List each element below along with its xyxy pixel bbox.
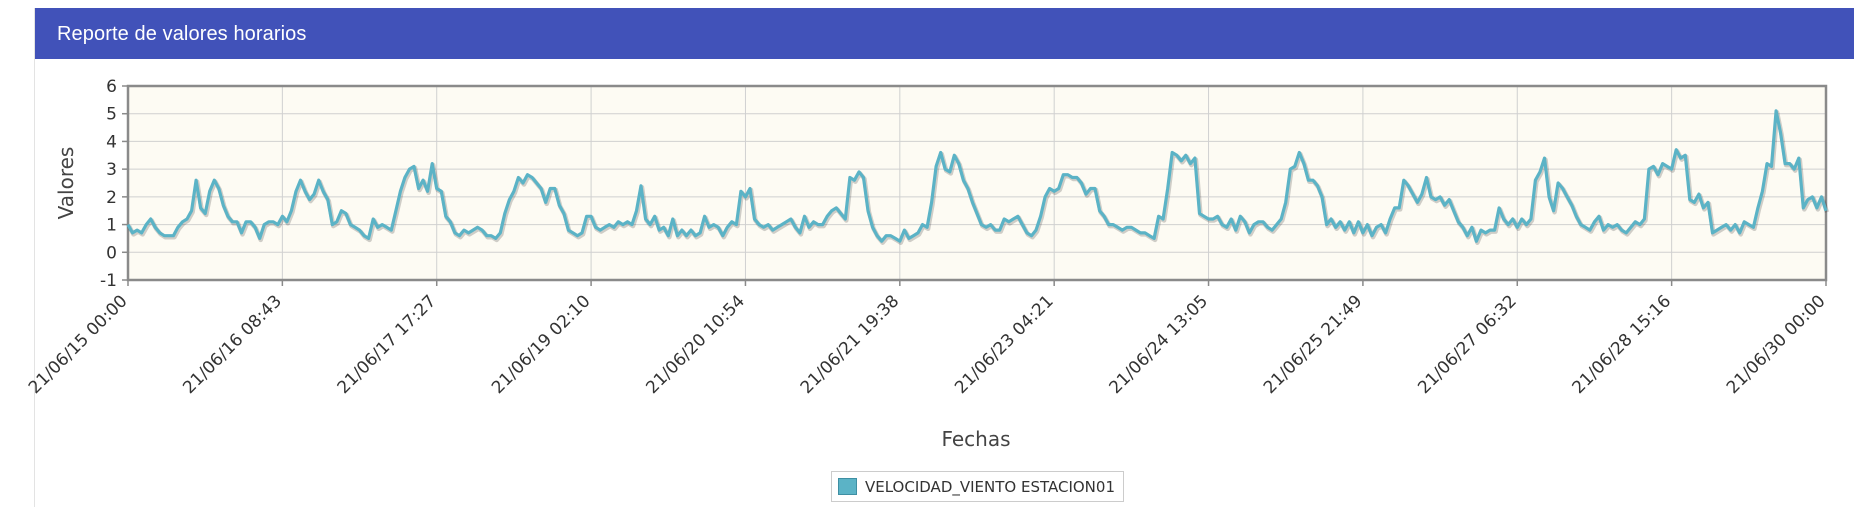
legend-swatch (838, 478, 857, 495)
x-tick-label: 21/06/27 06:32 (1414, 291, 1521, 398)
x-axis-title: Fechas (941, 427, 1010, 451)
legend-label: VELOCIDAD_VIENTO ESTACION01 (865, 477, 1115, 496)
y-tick-label: 3 (106, 160, 117, 180)
y-tick-label: 4 (106, 132, 117, 152)
x-tick-label: 21/06/17 17:27 (334, 291, 441, 398)
plot-area (128, 86, 1826, 280)
y-tick-label: 2 (106, 188, 117, 208)
x-tick-label: 21/06/30 00:00 (1723, 291, 1830, 398)
x-axis-ticks: 21/06/15 00:00 21/06/16 08:43 21/06/17 17:… (25, 280, 1830, 398)
x-tick-label: 21/06/21 19:38 (797, 291, 904, 398)
x-tick-label: 21/06/28 15:16 (1569, 291, 1676, 398)
x-tick-label: 21/06/19 02:10 (488, 291, 595, 398)
x-tick-label: 21/06/15 00:00 (25, 291, 132, 398)
y-axis-ticks: -1 0 1 2 3 4 5 6 (100, 77, 128, 291)
series-line[interactable] (126, 109, 1828, 243)
x-tick-label: 21/06/24 13:05 (1105, 291, 1212, 398)
y-tick-label: 6 (106, 77, 117, 97)
panel-title: Reporte de valores horarios (57, 23, 307, 45)
y-tick-label: 1 (106, 216, 117, 236)
y-tick-label: -1 (100, 271, 117, 291)
x-tick-label: 21/06/23 04:21 (951, 291, 1058, 398)
y-tick-label: 5 (106, 105, 117, 125)
x-tick-label: 21/06/16 08:43 (179, 291, 286, 398)
plot-frame (126, 84, 1828, 282)
y-tick-label: 0 (106, 243, 117, 263)
y-axis-title: Valores (54, 147, 78, 220)
panel-header: Reporte de valores horarios (35, 8, 1854, 59)
chart-legend[interactable]: VELOCIDAD_VIENTO ESTACION01 (831, 471, 1124, 502)
x-tick-label: 21/06/25 21:49 (1260, 291, 1367, 398)
x-tick-label: 21/06/20 10:54 (642, 291, 749, 398)
